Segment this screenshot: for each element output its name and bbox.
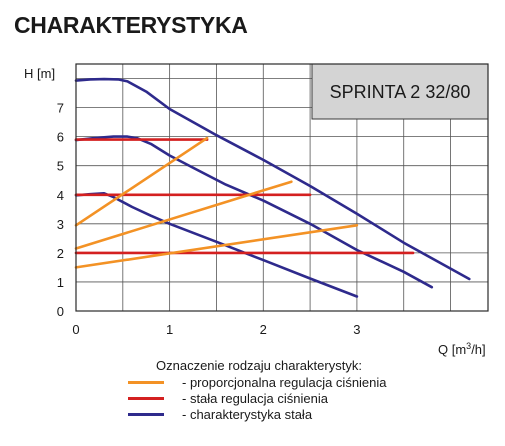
y-tick-label: 5 [57,159,64,174]
x-tick-label: 0 [72,322,79,337]
legend-entry-constant-curve: - charakterystyka stała [128,406,387,422]
legend-label: - stała regulacja ciśnienia [182,390,328,406]
y-tick-label: 2 [57,246,64,261]
legend-label: - charakterystyka stała [182,406,313,422]
series-lines [74,77,471,298]
legend-swatch-blue [128,412,164,416]
legend-entry-proportional: - proporcjonalna regulacja ciśnienia [128,374,387,390]
series-line-6 [74,136,209,227]
model-label-box: SPRINTA 2 32/80 [311,63,489,120]
y-tick-label: 6 [57,130,64,145]
x-tick-label: 2 [260,322,267,337]
legend-entry-constant-pressure: - stała regulacja ciśnienia [128,390,387,406]
y-tick-label: 3 [57,217,64,232]
y-tick-label: 4 [57,188,64,203]
legend-label: - proporcjonalna regulacja ciśnienia [182,374,387,390]
legend-swatch-red [128,396,164,400]
y-tick-label: 1 [57,275,64,290]
series-line-0 [74,77,471,281]
model-label: SPRINTA 2 32/80 [330,82,471,102]
legend-swatch-orange [128,380,164,384]
y-tick-label: 7 [57,101,64,116]
legend-title: Oznaczenie rodzaju charakterystyk: [156,358,362,373]
x-tick-label: 1 [166,322,173,337]
legend: Oznaczenie rodzaju charakterystyk: - pro… [128,358,387,422]
page-title: CHARAKTERYSTYKA [14,12,248,38]
plot-frame [75,63,489,312]
x-tick-label: 3 [353,322,360,337]
y-tick-label: 0 [57,304,64,319]
series-line-8 [74,224,359,269]
tick-labels: 0 1 2 3 0 1 2 3 4 5 6 7 [57,101,361,337]
series-line-7 [74,180,293,250]
series-line-1 [74,135,434,289]
x-axis-label: Q [m3/h] [438,341,486,357]
plot-border [75,63,489,312]
y-axis-label: H [m] [24,66,55,81]
